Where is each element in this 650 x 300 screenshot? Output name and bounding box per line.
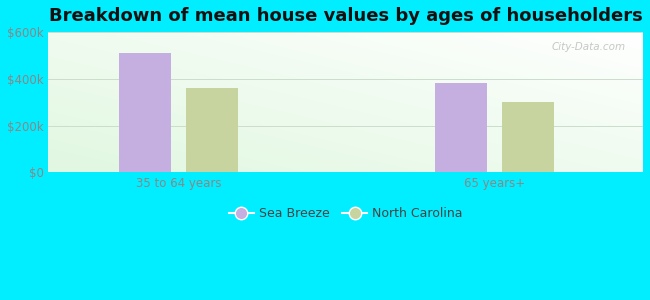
Text: City-Data.com: City-Data.com xyxy=(551,42,625,52)
Legend: Sea Breeze, North Carolina: Sea Breeze, North Carolina xyxy=(224,202,467,225)
Bar xyxy=(435,83,487,172)
Bar xyxy=(186,88,238,172)
Bar xyxy=(119,53,171,172)
Title: Breakdown of mean house values by ages of householders: Breakdown of mean house values by ages o… xyxy=(49,7,643,25)
Bar xyxy=(502,102,554,172)
